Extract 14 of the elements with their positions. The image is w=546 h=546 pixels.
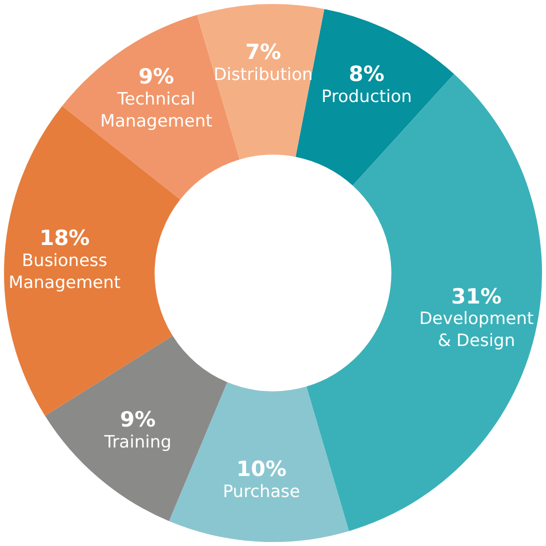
data-label: 10%	[236, 456, 287, 481]
data-label: 9%	[120, 408, 156, 432]
slice-label: Busioness Management	[8, 250, 121, 293]
data-label: 7%	[245, 40, 282, 64]
data-label: 31%	[451, 284, 502, 308]
slice-label: Development & Design	[419, 309, 534, 352]
slice-label: Purchase	[222, 482, 300, 502]
data-label: 8%	[348, 62, 384, 86]
slice-label: Distribution	[214, 64, 313, 85]
slice-label: Training	[103, 432, 172, 453]
slice-label: Technical Management	[100, 89, 213, 132]
data-label: 18%	[39, 226, 90, 250]
data-label: 9%	[138, 64, 174, 88]
slice-label: Production	[321, 86, 412, 107]
